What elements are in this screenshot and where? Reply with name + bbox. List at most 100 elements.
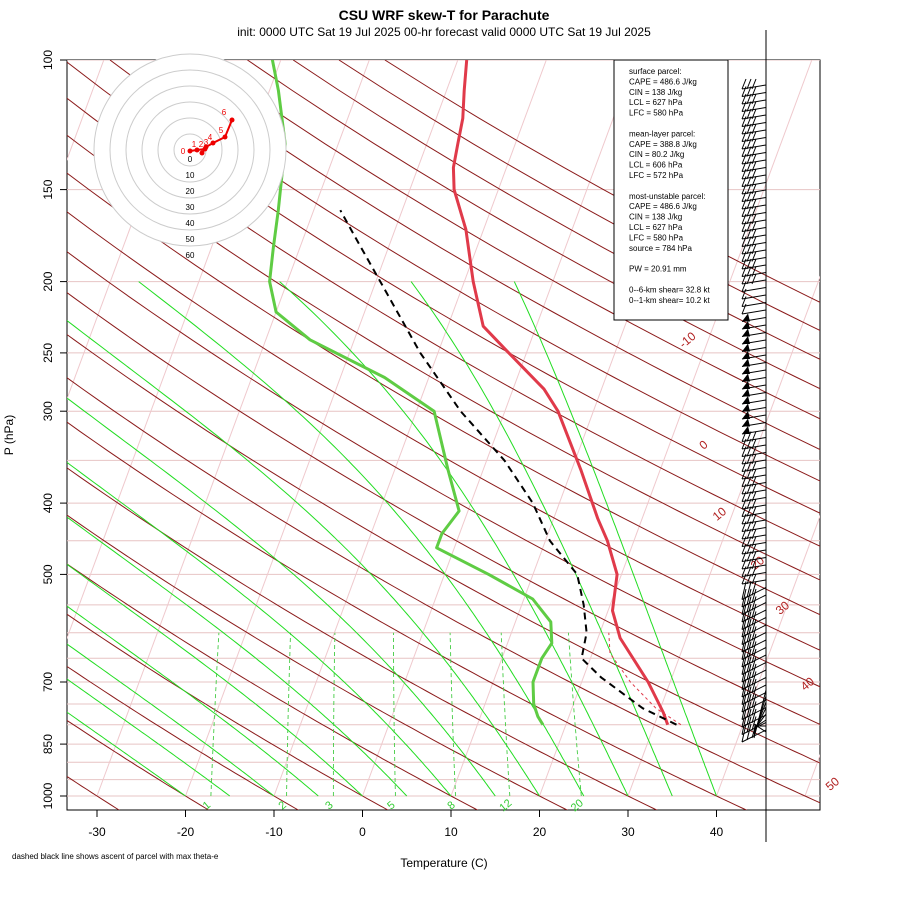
moist-adiabat-line — [279, 281, 629, 797]
dry-adiabat-line — [67, 514, 569, 810]
isotherm-label: 0 — [696, 437, 710, 452]
info-box-line: LCL = 606 hPa — [629, 161, 683, 170]
wind-barb — [741, 198, 767, 210]
info-box-line: LFC = 580 hPa — [629, 109, 684, 118]
mixing-ratio-label: 20 — [569, 797, 586, 814]
x-tick-label: -20 — [177, 825, 195, 839]
wind-barb — [741, 411, 767, 420]
wind-barb — [741, 243, 767, 255]
wind-barb — [741, 351, 767, 360]
y-tick-label: 300 — [41, 401, 55, 421]
hodograph-point — [210, 140, 216, 146]
hodograph-height-label: 6 — [222, 108, 227, 117]
footnote: dashed black line shows ascent of parcel… — [12, 852, 219, 861]
wind-barb — [741, 373, 767, 382]
mixing-ratio-line — [332, 632, 336, 796]
moist-adiabat-line — [67, 397, 496, 797]
wind-barb — [741, 446, 767, 457]
y-tick-label: 700 — [41, 672, 55, 692]
dry-adiabats — [67, 60, 820, 810]
x-tick-label: 0 — [359, 825, 366, 839]
dry-adiabat-line — [67, 172, 820, 616]
dry-adiabat-line — [67, 97, 820, 547]
info-box-line: source = 784 hPa — [629, 244, 692, 253]
wind-barb — [741, 566, 767, 577]
wind-barb — [741, 551, 767, 562]
isotherm-label: -10 — [676, 329, 699, 351]
moist-adiabat-line — [67, 678, 231, 797]
wind-barb — [741, 273, 767, 285]
moist-adiabat-line — [67, 605, 319, 797]
dry-adiabat-line — [67, 613, 389, 810]
wind-barb — [741, 206, 767, 217]
mixing-ratio-lines — [210, 632, 582, 797]
chart-subtitle: init: 0000 UTC Sat 19 Jul 2025 00-hr for… — [237, 25, 651, 39]
hodograph-point — [229, 117, 235, 123]
isotherm-label: 20 — [748, 553, 767, 573]
info-box-line: PW = 20.91 mm — [629, 265, 687, 274]
mixing-ratio-label: 12 — [497, 797, 514, 814]
y-tick-label: 150 — [41, 179, 55, 199]
isotherm-line — [96, 60, 370, 797]
moist-adiabat-line — [67, 711, 186, 797]
dry-adiabat-line — [67, 333, 820, 764]
isotherm-label: 30 — [773, 598, 792, 618]
y-tick-label: 200 — [41, 271, 55, 291]
wind-barb — [741, 388, 767, 397]
info-box-line: CIN = 80.2 J/kg — [629, 150, 684, 159]
wind-barb — [741, 558, 767, 570]
wind-barb — [741, 336, 767, 345]
wind-barb — [741, 266, 767, 277]
sounding-traces — [268, 60, 682, 726]
wind-barb — [741, 93, 767, 105]
mixing-ratio-line — [286, 632, 292, 796]
info-box-line: mean-layer parcel: — [629, 129, 695, 138]
moist-adiabat-line — [67, 516, 408, 797]
wind-barb-lower — [753, 719, 767, 729]
wind-barb — [741, 343, 767, 352]
moist-adiabat-line — [67, 320, 540, 797]
wind-barb — [741, 116, 767, 127]
x-axis-label: Temperature (C) — [400, 856, 487, 870]
wind-barb — [741, 131, 767, 142]
y-axis-label: P (hPa) — [2, 415, 16, 455]
wind-barb — [741, 528, 767, 540]
y-tick-label: 500 — [41, 564, 55, 584]
wind-barb — [741, 596, 767, 615]
hodograph-height-label: 4 — [208, 133, 213, 142]
wind-barb — [741, 321, 767, 330]
hodograph-ring — [125, 85, 255, 215]
info-box-line: LFC = 580 hPa — [629, 233, 684, 242]
dry-adiabat-line — [155, 60, 820, 451]
x-tick-label: 30 — [621, 825, 635, 839]
isotherm-label: 10 — [710, 504, 729, 524]
hodograph-point — [194, 147, 200, 153]
mixing-ratio-line — [567, 632, 582, 797]
moist-adiabat-line — [67, 461, 452, 797]
wind-barb — [741, 101, 767, 112]
hodograph-ring-label: 20 — [186, 187, 195, 196]
wind-barb — [741, 78, 767, 90]
virtual-temperature-trace — [608, 632, 682, 726]
wind-barb — [741, 461, 767, 472]
wind-barb — [741, 213, 767, 225]
wind-barb — [741, 418, 767, 427]
dry-adiabat-line — [247, 60, 820, 390]
wind-barb — [741, 168, 767, 180]
wind-barb — [741, 396, 767, 405]
dry-adiabat-line — [67, 61, 820, 514]
isotherm-label: 40 — [798, 674, 817, 694]
wind-barb — [741, 543, 767, 555]
hodograph-ring — [109, 69, 271, 231]
mixing-ratio-line — [449, 632, 456, 797]
wind-barb — [741, 536, 767, 547]
wind-barb — [741, 468, 767, 480]
isotherm-line — [362, 60, 636, 797]
parcel-ascent-trace — [339, 209, 677, 726]
hodograph-ring-label: 40 — [186, 219, 195, 228]
wind-barb — [741, 506, 767, 517]
wind-barb — [741, 453, 767, 465]
wind-barb — [741, 258, 767, 270]
isotherm-line — [716, 514, 820, 797]
